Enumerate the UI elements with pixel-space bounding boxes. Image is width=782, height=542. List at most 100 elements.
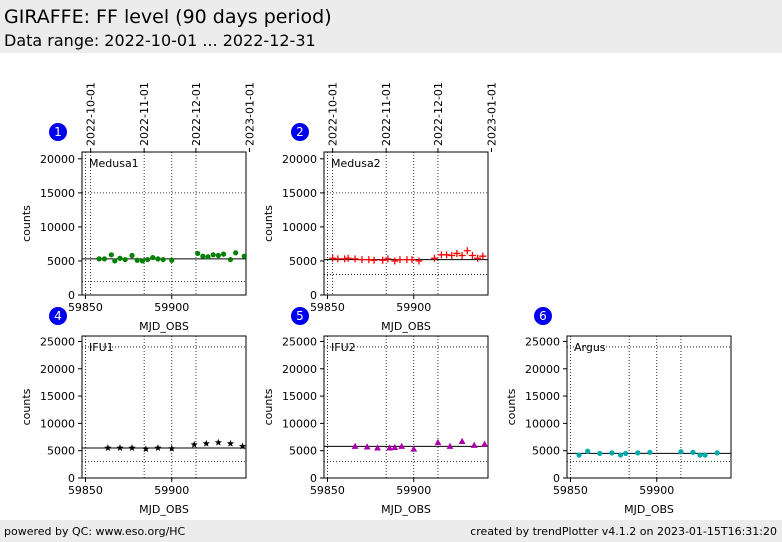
data-point bbox=[358, 256, 366, 264]
data-point bbox=[104, 444, 112, 452]
data-point bbox=[386, 444, 393, 451]
y-tick-label: 5000 bbox=[289, 255, 317, 268]
data-point bbox=[200, 253, 206, 259]
data-point bbox=[678, 449, 684, 455]
chart-panel-medusa1: 1 0 5000 10000 15000 20000 59850 59900 2022-10-0… bbox=[20, 82, 256, 333]
y-axis-label: counts bbox=[262, 388, 275, 425]
data-point bbox=[448, 252, 456, 260]
data-point bbox=[227, 256, 234, 263]
y-tick-label: 0 bbox=[68, 472, 75, 485]
footer-credit: powered by QC: www.eso.org/HC bbox=[4, 525, 186, 538]
data-point bbox=[150, 254, 156, 261]
data-point bbox=[468, 252, 476, 260]
data-point bbox=[410, 445, 418, 452]
y-axis-label: counts bbox=[20, 388, 33, 425]
panel-badge bbox=[49, 307, 67, 325]
data-point bbox=[702, 452, 708, 458]
data-point bbox=[398, 442, 406, 449]
page-title: GIRAFFE: FF level (90 days period) bbox=[4, 6, 332, 28]
data-point bbox=[635, 450, 641, 456]
data-point bbox=[220, 251, 227, 257]
panel-badge bbox=[291, 307, 309, 325]
data-point bbox=[474, 254, 482, 262]
data-point bbox=[697, 452, 703, 458]
x-tick-label: 59850 bbox=[310, 484, 345, 497]
y-tick-label: 0 bbox=[310, 289, 317, 302]
panel-badge-number: 2 bbox=[296, 125, 304, 139]
page-subtitle: Data range: 2022-10-01 ... 2022-12-31 bbox=[4, 31, 316, 50]
chart-panel-ifu1: 4 0 5000 10000 15000 20000 25000 59850 59900 MJD_… bbox=[20, 307, 247, 516]
y-tick-label: 10000 bbox=[282, 221, 317, 234]
y-tick-label: 5000 bbox=[532, 445, 560, 458]
date-tick-label: 2022-12-01 bbox=[190, 82, 203, 146]
data-point bbox=[363, 443, 371, 450]
data-point bbox=[585, 448, 591, 454]
data-point bbox=[139, 258, 146, 264]
data-point bbox=[344, 254, 352, 262]
x-axis-label: MJD_OBS bbox=[139, 503, 189, 516]
panel-badge-number: 5 bbox=[296, 309, 304, 323]
data-point bbox=[160, 256, 166, 263]
data-point bbox=[479, 252, 487, 260]
chart-panel-argus: 6 0 5000 10000 15000 20000 25000 59850 59900 MJD_… bbox=[505, 307, 732, 516]
data-point bbox=[470, 441, 478, 448]
data-point bbox=[190, 440, 198, 448]
data-point bbox=[334, 255, 342, 263]
x-axis-label: MJD_OBS bbox=[624, 503, 674, 516]
data-point bbox=[434, 438, 442, 446]
x-tick-label: 59900 bbox=[154, 301, 189, 314]
plot-frame bbox=[566, 335, 732, 479]
panel-badge bbox=[291, 123, 309, 141]
data-point bbox=[155, 256, 161, 262]
y-tick-label: 20000 bbox=[282, 153, 317, 166]
series-label: Medusa1 bbox=[89, 157, 139, 170]
data-point bbox=[241, 253, 247, 259]
y-tick-label: 25000 bbox=[525, 335, 560, 348]
y-tick-label: 15000 bbox=[40, 187, 75, 200]
y-tick-label: 20000 bbox=[525, 363, 560, 376]
y-tick-label: 15000 bbox=[525, 390, 560, 403]
data-point bbox=[617, 452, 624, 458]
y-tick-label: 15000 bbox=[282, 390, 317, 403]
chart-panel-ifu2: 5 0 5000 10000 15000 20000 25000 59850 59900 MJD_… bbox=[262, 307, 489, 516]
date-tick-label: 2022-10-01 bbox=[85, 82, 98, 146]
y-axis-label: counts bbox=[505, 388, 518, 425]
date-tick-label: 2022-11-01 bbox=[380, 82, 393, 146]
data-point bbox=[101, 256, 108, 262]
data-point bbox=[576, 452, 582, 458]
data-point bbox=[597, 450, 603, 457]
x-tick-label: 59900 bbox=[154, 484, 189, 497]
data-point bbox=[117, 255, 123, 261]
data-point bbox=[396, 256, 404, 264]
date-tick-label: 2022-10-01 bbox=[327, 82, 340, 146]
y-tick-label: 15000 bbox=[282, 187, 317, 200]
footer-bar: powered by QC: www.eso.org/HC created by… bbox=[0, 520, 782, 542]
data-point bbox=[329, 254, 337, 262]
y-tick-label: 10000 bbox=[40, 417, 75, 430]
data-point bbox=[408, 256, 416, 264]
data-point bbox=[202, 439, 210, 447]
y-tick-label: 5000 bbox=[47, 445, 75, 458]
data-point bbox=[458, 252, 466, 260]
data-point bbox=[238, 442, 247, 450]
series-label: Argus bbox=[574, 341, 606, 354]
x-tick-label: 59900 bbox=[639, 484, 674, 497]
y-tick-label: 10000 bbox=[40, 221, 75, 234]
y-tick-label: 20000 bbox=[40, 153, 75, 166]
y-tick-label: 5000 bbox=[289, 445, 317, 458]
y-tick-label: 0 bbox=[68, 289, 75, 302]
data-point bbox=[210, 252, 216, 258]
x-tick-label: 59850 bbox=[310, 301, 345, 314]
data-point bbox=[370, 256, 378, 264]
x-axis-label: MJD_OBS bbox=[381, 503, 431, 516]
series-label: IFU2 bbox=[331, 341, 356, 354]
date-tick-label: 2023-01-01 bbox=[485, 82, 498, 146]
data-point bbox=[169, 257, 175, 263]
y-tick-label: 10000 bbox=[282, 417, 317, 430]
data-point bbox=[458, 437, 466, 445]
data-point bbox=[129, 252, 135, 259]
data-point bbox=[351, 255, 359, 263]
data-point bbox=[108, 252, 114, 258]
series-label: IFU1 bbox=[89, 341, 114, 354]
